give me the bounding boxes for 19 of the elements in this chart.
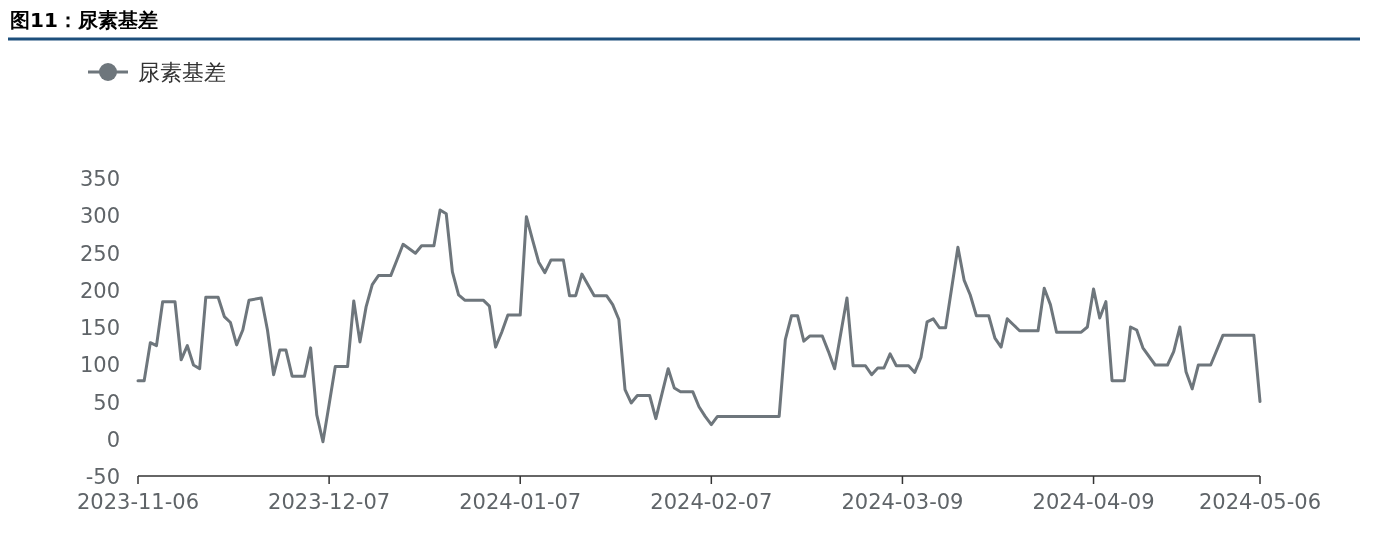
y-tick-label: 50 bbox=[93, 390, 120, 415]
x-tick-label: 2024-01-07 bbox=[459, 490, 582, 514]
y-tick-label: 250 bbox=[79, 241, 120, 266]
legend-label: 尿素基差 bbox=[138, 60, 226, 85]
x-tick-label: 2024-05-06 bbox=[1198, 490, 1322, 514]
x-tick-label: 2023-12-07 bbox=[268, 490, 391, 514]
x-tick-label: 2023-11-06 bbox=[76, 490, 200, 514]
title: 图11：尿素基差 bbox=[10, 8, 158, 32]
y-tick-label: -50 bbox=[85, 465, 120, 489]
y-tick-label: 150 bbox=[79, 316, 120, 340]
y-tick-label: 0 bbox=[106, 427, 120, 452]
x-tick-label: 2024-03-09 bbox=[841, 490, 964, 514]
legend-item: 尿素基差 bbox=[88, 60, 226, 85]
x-tick-label: 2024-02-07 bbox=[650, 490, 773, 514]
y-tick-label: 200 bbox=[79, 278, 120, 303]
y-tick-label: 300 bbox=[79, 204, 120, 229]
y-tick-label: 350 bbox=[79, 167, 120, 191]
x-tick-label: 2024-04-09 bbox=[1032, 490, 1155, 514]
y-tick-label: 100 bbox=[79, 353, 120, 378]
